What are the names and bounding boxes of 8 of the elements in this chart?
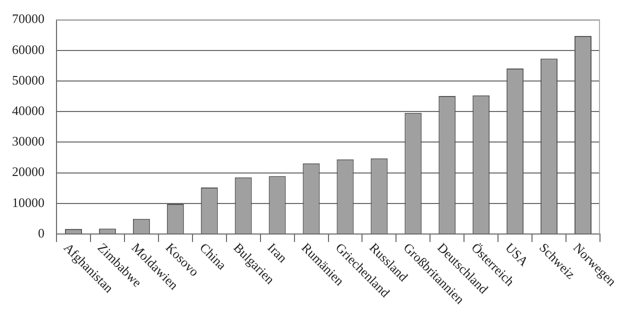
y-tick-label: 40000 [12, 103, 44, 118]
y-tick-label: 50000 [12, 72, 44, 88]
y-tick-label: 0 [38, 225, 44, 240]
y-tick-label: 10000 [12, 194, 44, 210]
y-tick-label: 60000 [12, 42, 44, 57]
y-tick-label: 20000 [12, 164, 44, 180]
y-tick-label: 30000 [12, 134, 44, 149]
y-tick-label: 70000 [12, 11, 44, 26]
